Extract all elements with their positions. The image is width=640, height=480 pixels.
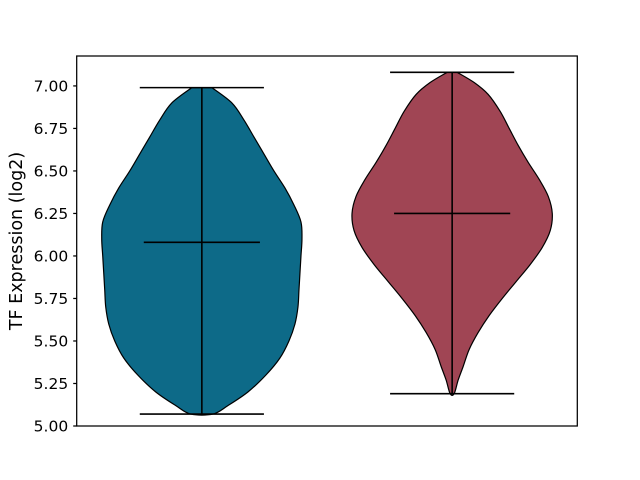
y-tick-label: 5.50 (34, 332, 69, 350)
y-tick-label: 5.25 (34, 375, 69, 393)
y-tick-label: 6.75 (34, 120, 69, 138)
axes-frame (76, 55, 578, 427)
y-tick-label: 6.50 (34, 162, 69, 180)
y-tick-label: 6.00 (34, 247, 69, 265)
y-axis-title: TF Expression (log2) (7, 152, 27, 331)
violin-bodies-group (101, 71, 553, 416)
y-tick-label: 5.75 (34, 290, 69, 308)
y-tick-label: 5.00 (34, 417, 69, 435)
y-tick-label: 7.00 (34, 77, 69, 95)
y-tick-labels: 5.00 5.25 5.50 5.75 6.00 6.25 6.50 6.75 7.00 (34, 77, 69, 435)
y-tick-label: 6.25 (34, 205, 69, 223)
